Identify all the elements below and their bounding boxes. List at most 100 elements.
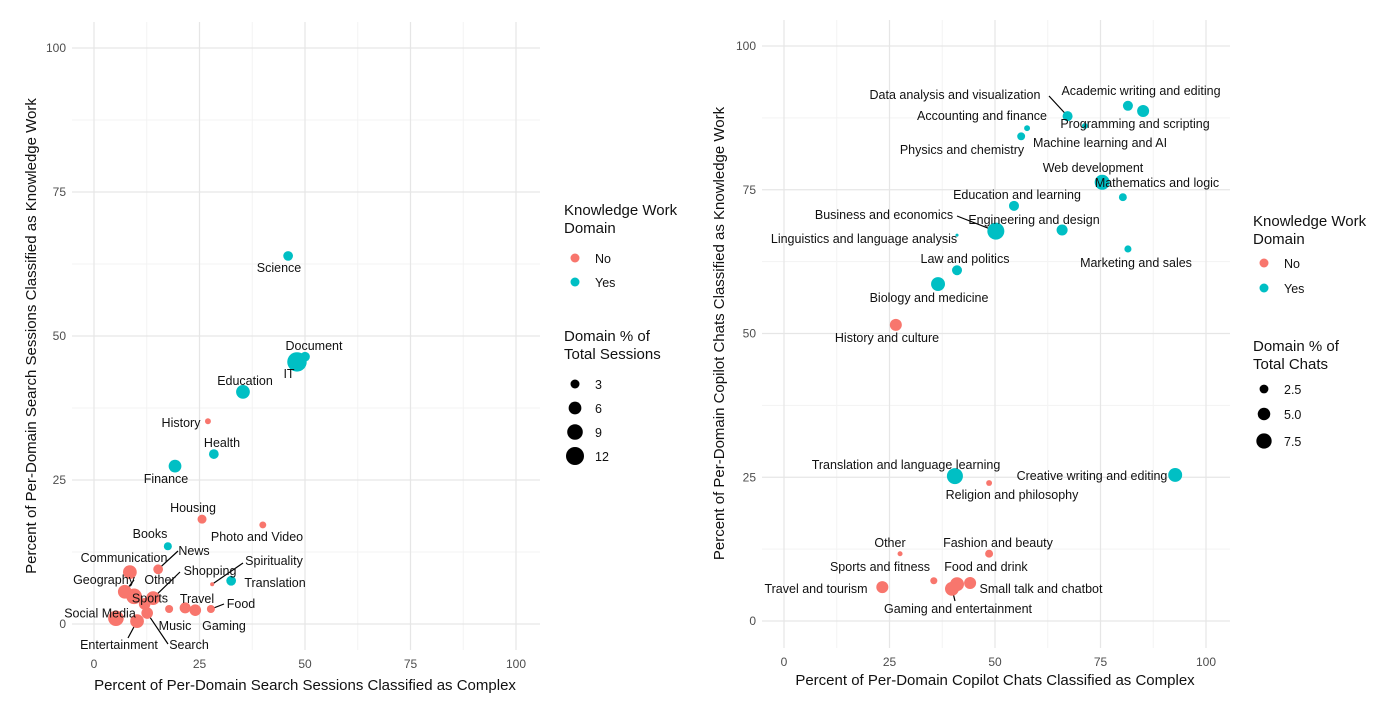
legend-size-key xyxy=(567,424,583,440)
data-point xyxy=(1062,111,1073,122)
point-label: Programming and scripting xyxy=(1060,117,1209,131)
point-label: Food and drink xyxy=(944,560,1028,574)
data-point xyxy=(141,607,153,619)
point-label: Photo and Video xyxy=(211,530,303,544)
data-point xyxy=(108,610,124,627)
x-tick-label: 0 xyxy=(781,655,788,669)
y-tick-label: 75 xyxy=(743,183,757,197)
legend-color-title: Domain xyxy=(564,220,616,237)
data-point xyxy=(1008,200,1019,211)
data-point xyxy=(189,604,202,616)
legend-color-label: No xyxy=(595,252,611,266)
point-label: History xyxy=(162,416,202,430)
data-point xyxy=(889,318,902,331)
data-point xyxy=(964,577,977,590)
x-tick-label: 0 xyxy=(91,657,98,671)
legend-size-label: 6 xyxy=(595,402,602,416)
point-label: Education and learning xyxy=(953,188,1081,202)
point-label: Engineering and design xyxy=(968,213,1099,227)
x-tick-label: 50 xyxy=(298,657,312,671)
data-point xyxy=(1122,100,1133,111)
y-tick-label: 0 xyxy=(749,614,756,628)
data-point xyxy=(931,277,946,292)
legend-size-key xyxy=(565,446,585,466)
data-point xyxy=(163,542,172,551)
y-axis-title: Percent of Per-Domain Copilot Chats Clas… xyxy=(711,106,728,560)
data-point xyxy=(153,564,164,575)
x-tick-label: 25 xyxy=(883,655,897,669)
data-point xyxy=(897,551,903,557)
data-point xyxy=(208,449,219,459)
point-label: Linguistics and language analysis xyxy=(771,232,957,246)
point-label: Social Media xyxy=(64,607,136,621)
legend-color-title: Knowledge Work xyxy=(1253,213,1367,230)
data-point xyxy=(122,565,137,580)
data-point xyxy=(1094,174,1110,190)
data-point xyxy=(138,598,151,610)
legend-color-key xyxy=(570,277,580,287)
label-leader-line xyxy=(211,562,244,585)
data-point xyxy=(1118,193,1127,202)
point-label: Data analysis and visualization xyxy=(870,88,1041,102)
point-label: Spirituality xyxy=(245,554,303,568)
legend-color-label: Yes xyxy=(1284,282,1304,296)
legend-size-title: Domain % of xyxy=(1253,338,1340,355)
legend-size-key xyxy=(1257,407,1271,421)
point-label: Food xyxy=(227,597,256,611)
x-tick-label: 100 xyxy=(506,657,526,671)
legend-color-key xyxy=(1259,283,1269,293)
legend-color-key xyxy=(570,253,580,263)
point-label: Translation xyxy=(244,576,305,590)
data-point xyxy=(952,265,963,276)
point-label: Fashion and beauty xyxy=(943,536,1054,550)
y-axis-title: Percent of Per-Domain Search Sessions Cl… xyxy=(23,98,40,574)
point-label: Sports and fitness xyxy=(830,560,930,574)
data-point xyxy=(236,384,250,399)
point-label: Search xyxy=(169,638,209,652)
point-label: Business and economics xyxy=(815,208,953,222)
data-point xyxy=(206,604,215,614)
point-label: Religion and philosophy xyxy=(946,488,1079,502)
legend-color-title: Knowledge Work xyxy=(564,202,678,219)
point-label: Music xyxy=(159,619,192,633)
legend-size-title: Domain % of xyxy=(564,328,651,345)
y-tick-label: 50 xyxy=(743,327,757,341)
data-point xyxy=(930,577,938,585)
data-point xyxy=(179,602,191,614)
point-label: Translation and language learning xyxy=(812,458,1001,472)
legend-size-title: Total Chats xyxy=(1253,356,1328,373)
x-tick-label: 50 xyxy=(988,655,1002,669)
legend-color-label: Yes xyxy=(595,276,615,290)
legend-size-label: 2.5 xyxy=(1284,383,1301,397)
legend-color-label: No xyxy=(1284,257,1300,271)
data-point xyxy=(165,604,174,614)
data-point xyxy=(204,418,211,425)
data-point xyxy=(944,581,959,596)
data-point xyxy=(130,614,144,628)
point-label: Gaming xyxy=(202,619,246,633)
data-point xyxy=(985,549,994,558)
point-label: Machine learning and AI xyxy=(1033,136,1167,150)
data-point xyxy=(1017,132,1026,141)
x-axis-title: Percent of Per-Domain Copilot Chats Clas… xyxy=(795,672,1195,689)
data-point xyxy=(987,222,1005,240)
point-label: Entertainment xyxy=(80,638,158,652)
legend-size-key xyxy=(1259,384,1269,394)
data-point xyxy=(955,233,959,237)
legend-size-label: 5.0 xyxy=(1284,408,1301,422)
y-tick-label: 50 xyxy=(53,329,67,343)
point-label: Accounting and finance xyxy=(917,109,1047,123)
point-label: Mathematics and logic xyxy=(1095,176,1219,190)
point-label: Marketing and sales xyxy=(1080,256,1192,270)
point-label: Education xyxy=(217,374,273,388)
point-label: Geography xyxy=(73,573,136,587)
x-axis-title: Percent of Per-Domain Search Sessions Cl… xyxy=(94,677,516,694)
legend-size-label: 3 xyxy=(595,378,602,392)
y-tick-label: 100 xyxy=(46,41,66,55)
y-tick-label: 0 xyxy=(59,617,66,631)
data-point xyxy=(117,584,132,599)
y-tick-label: 25 xyxy=(53,473,67,487)
point-label: Shopping xyxy=(184,564,237,578)
point-label: Academic writing and editing xyxy=(1061,84,1220,98)
data-point xyxy=(1124,245,1132,253)
